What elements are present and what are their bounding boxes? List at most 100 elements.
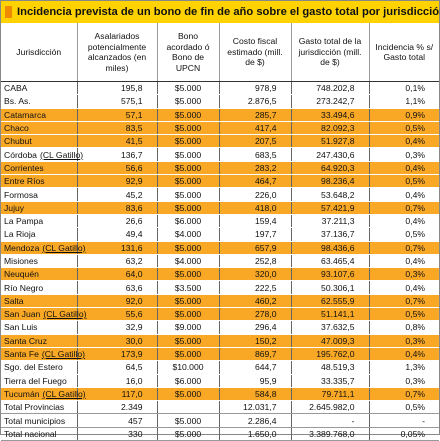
value-cell: 51.141,1 [290,307,369,322]
table-row: Sgo. del Estero 64,5 $10.000 644,7 48.519,3 1… [1,360,439,375]
cell-text: 0,5% [405,309,425,320]
cell-text: Santa Fe [4,349,39,360]
cell-text: 285,7 [254,109,277,120]
cell-note: (CL Gatillo) [42,388,86,399]
cell-text: 195,8 [120,83,143,94]
cell-text: 53.648,2 [321,189,355,200]
cell-text: Total municipios [4,415,66,426]
cell-text: $5.000 [174,388,202,399]
table-row: Bs. As. 575,1 $5.000 2.876,5 273.242,7 1,1% [1,94,439,109]
value-cell: 296,4 [218,320,291,335]
value-cell: 657,9 [218,241,291,255]
cell-text: $5.000 [174,83,202,94]
value-cell: 2.349 [76,400,157,415]
value-cell: 748.202,8 [290,81,369,96]
cell-text: 2.876,5 [247,96,277,107]
cell-text: 283,2 [254,162,277,173]
total-label-cell: Total Provincias [1,400,77,415]
value-cell: 0,5% [368,400,439,415]
cell-text: Formosa [4,189,38,200]
column-header: Incidencia % s/ Gasto total [368,23,439,82]
cell-text: 63,2 [125,256,143,266]
value-cell: $5.000 [156,161,219,176]
cell-text: $5.000 [174,309,202,320]
cell-text: $5.000 [174,335,202,346]
cell-text: $4.000 [174,229,202,240]
cell-text: $5.000 [174,96,202,107]
cell-text: Total Provincias [4,402,65,413]
value-cell: 131,6 [76,241,157,255]
cell-text: 16,0 [125,375,143,386]
table-row: Tierra del Fuego 16,0 $6.000 95,9 33.335,7 0,… [1,374,439,388]
jurisdiction-cell: Sgo. del Estero [1,360,77,375]
cell-text: 55,6 [125,309,143,320]
value-cell: 56,6 [76,161,157,176]
cell-text: $6.000 [174,375,202,386]
value-cell: $5.000 [156,413,219,428]
cell-text: 26,6 [125,216,143,227]
cell-text: 64,0 [125,269,143,280]
cell-text: 150,2 [254,335,277,346]
value-cell: 37.136,7 [290,227,369,242]
value-cell: $4.000 [156,227,219,242]
cell-text: 37.136,7 [321,229,355,240]
value-cell: 30,0 [76,334,157,348]
cell-text: $5.000 [174,149,202,160]
cell-text: 82.092,3 [321,123,355,134]
table-row: Río Negro 63,6 $3.500 222,5 50.306,1 0,4% [1,280,439,295]
cell-text: 51.927,8 [321,136,355,147]
total-row: Total Provincias 2.349 12.031,7 2.645.982,0… [1,400,439,415]
value-cell: 63,2 [76,254,157,269]
cell-text: 2.645.982,0 [309,402,355,413]
cell-text: 0,9% [405,109,425,120]
cell-text: 0,7% [405,202,425,213]
value-cell: $10.000 [156,360,219,375]
value-cell: 64,5 [76,360,157,375]
table-row: Córdoba (CL Gatillo) 136,7 $5.000 683,5 247.4… [1,147,439,162]
value-cell: 45,2 [76,187,157,202]
cell-text: 92,0 [125,295,143,306]
cell-text: 47.009,3 [321,335,355,346]
value-cell: 2.286,4 [218,413,291,428]
cell-text: 464,7 [254,176,277,187]
cell-text: Entre Ríos [4,176,45,187]
cell-note: (CL Gatillo) [42,242,86,253]
value-cell: $5.000 [156,94,219,109]
cell-text: 136,7 [120,149,143,160]
cell-text: 584,8 [254,388,277,399]
jurisdiction-cell: Córdoba (CL Gatillo) [1,147,83,162]
cell-text: $5.000 [174,176,202,187]
value-cell: 0,4% [368,254,439,269]
cell-text: 0,4% [405,282,425,293]
cell-text: 278,0 [254,309,277,320]
cell-text: $5.000 [174,242,202,253]
value-cell: 98.436,6 [290,241,369,255]
cell-text: 296,4 [254,322,277,333]
cell-text: 0,5% [405,402,425,413]
cell-text: Córdoba [4,149,37,160]
cell-text: La Rioja [4,229,36,240]
value-cell: 93.107,6 [290,267,369,282]
value-cell: 330 [76,427,157,441]
cell-text: 41,5 [125,136,143,147]
jurisdiction-cell: Bs. As. [1,94,77,109]
table-row: San Juan (CL Gatillo) 55,6 $5.000 278,0 51.14… [1,307,439,322]
value-cell [156,400,219,415]
cell-text: 0,7% [405,242,425,253]
cell-text: La Pampa [4,216,44,227]
cell-text: 56,6 [125,162,143,173]
jurisdiction-cell: Tierra del Fuego [1,374,77,388]
cell-text: 98.436,6 [321,242,355,253]
value-cell: 0,7% [368,294,439,309]
jurisdiction-cell: Santa Cruz [1,334,77,348]
cell-text: 63,6 [125,282,143,293]
cell-text: $5.000 [174,269,202,280]
title-bar: Incidencia prevista de un bono de fin de… [1,1,440,23]
value-cell: 64.920,3 [290,161,369,176]
cell-text: CABA [4,83,28,94]
cell-text: 869,7 [254,349,277,360]
cell-text: $5.000 [174,136,202,147]
value-cell: 50.306,1 [290,280,369,295]
value-cell: 0,7% [368,387,439,402]
value-cell: 159,4 [218,214,291,229]
